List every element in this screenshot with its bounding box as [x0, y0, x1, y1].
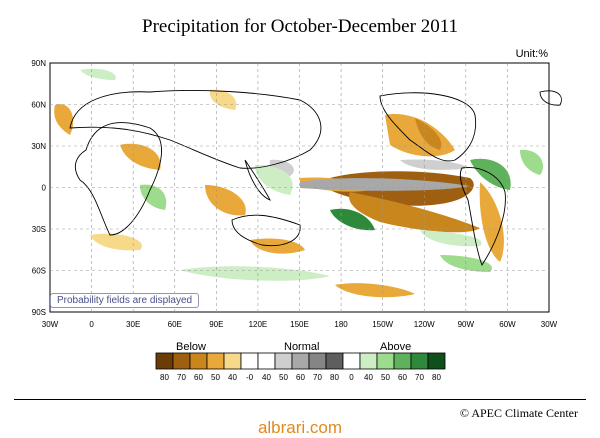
legend-swatch	[410, 352, 429, 370]
lon-label: 0	[89, 320, 94, 329]
legend-bin-label: 70	[313, 373, 322, 382]
latitude-labels: 90N 60N 30N 0 30S 60S 90S	[31, 59, 46, 317]
legend-swatch	[189, 352, 208, 370]
legend-category-above: Above	[380, 341, 412, 353]
legend-bin-label: 50	[279, 373, 288, 382]
lon-label: 30W	[541, 320, 558, 329]
credit-text: © APEC Climate Center	[459, 406, 578, 420]
lat-label: 90S	[32, 308, 46, 317]
precipitation-map: 90N 60N 30N 0 30S 60S 90S 30W 0 30E 60E 90E 120E 150…	[31, 59, 562, 329]
color-legend: 80 70 60 50 40 -0 40 50 60 70 80 0 40 50 60 70 80	[155, 352, 446, 382]
legend-category-below: Below	[176, 341, 206, 353]
legend-bin-label: 80	[330, 373, 339, 382]
coastlines	[69, 90, 562, 266]
legend-bin-label: 40	[228, 373, 237, 382]
lat-label: 90N	[31, 59, 46, 68]
lon-label: 90E	[209, 320, 223, 329]
legend-swatch	[206, 352, 225, 370]
lon-label: 60W	[499, 320, 516, 329]
longitude-labels: 30W 0 30E 60E 90E 120E 150E 180 150W 120W 90W 60W 30…	[42, 320, 558, 329]
legend-swatch	[376, 352, 395, 370]
lon-label: 120E	[249, 320, 268, 329]
legend-bin-label: 50	[211, 373, 220, 382]
lat-label: 0	[42, 184, 47, 193]
legend-swatch	[172, 352, 191, 370]
lon-label: 30E	[126, 320, 140, 329]
legend-bin-label: 70	[415, 373, 424, 382]
legend-swatch	[427, 352, 446, 370]
lon-label: 150W	[372, 320, 393, 329]
legend-swatch	[308, 352, 327, 370]
legend-swatch	[342, 352, 361, 370]
legend-swatch	[240, 352, 259, 370]
watermark: albrari.com	[257, 418, 343, 437]
unit-label: Unit:%	[515, 48, 548, 60]
legend-category-normal: Normal	[284, 341, 320, 353]
legend-bin-label: 40	[262, 373, 271, 382]
lon-label: 90W	[458, 320, 475, 329]
probability-note: Probability fields are displayed	[50, 293, 200, 308]
legend-swatch	[274, 352, 293, 370]
lon-label: 60E	[168, 320, 182, 329]
legend-swatch	[291, 352, 310, 370]
legend-bin-label: 70	[177, 373, 186, 382]
legend-bin-label: 80	[160, 373, 169, 382]
legend-swatch	[325, 352, 344, 370]
legend-swatch	[257, 352, 276, 370]
anomaly-fields	[54, 68, 544, 298]
map-frame	[49, 62, 550, 313]
legend-swatch	[359, 352, 378, 370]
lon-label: 120W	[414, 320, 435, 329]
lon-label: 180	[334, 320, 348, 329]
lon-label: 150E	[290, 320, 309, 329]
legend-bin-label: 60	[194, 373, 203, 382]
legend-bin-label: 60	[296, 373, 305, 382]
legend-bin-label: -0	[246, 373, 254, 382]
legend-bin-label: 60	[398, 373, 407, 382]
map-title: Precipitation for October-December 2011	[142, 16, 458, 37]
lat-label: 60S	[32, 267, 46, 276]
legend-bin-label: 0	[349, 373, 354, 382]
legend-swatch	[223, 352, 242, 370]
lat-label: 60N	[31, 101, 46, 110]
lat-label: 30S	[32, 225, 46, 234]
lon-label: 30W	[42, 320, 59, 329]
legend-bin-label: 40	[364, 373, 373, 382]
legend-bin-label: 50	[381, 373, 390, 382]
footer-divider	[14, 399, 586, 400]
legend-bin-label: 80	[432, 373, 441, 382]
legend-swatch	[155, 352, 174, 370]
lat-label: 30N	[31, 142, 46, 151]
legend-swatch	[393, 352, 412, 370]
